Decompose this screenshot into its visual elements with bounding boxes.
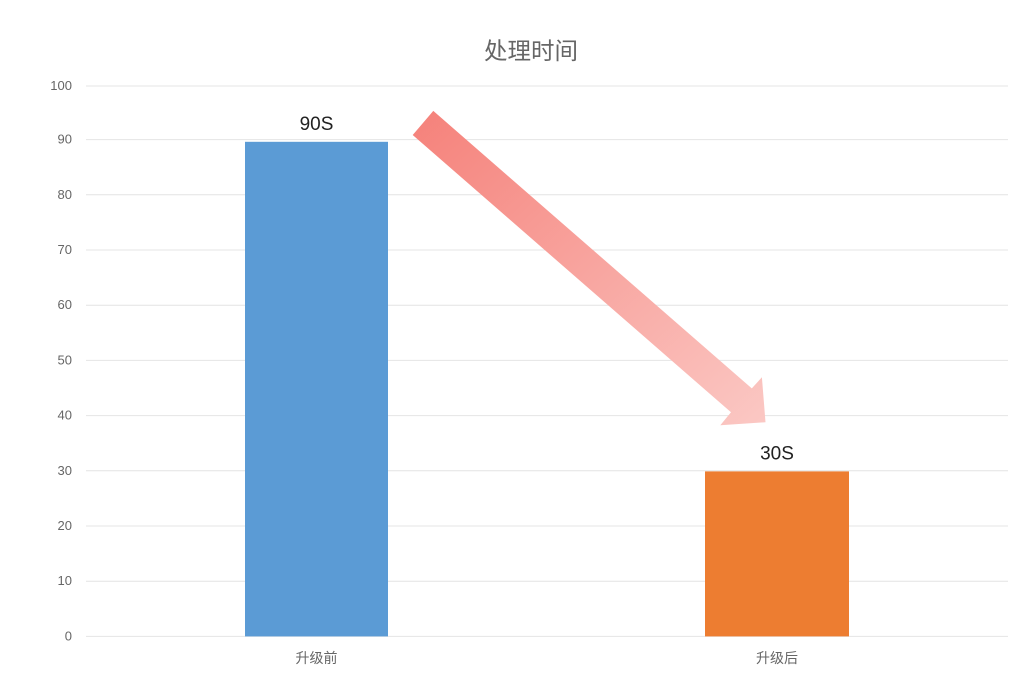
svg-text:处理时间: 处理时间 (484, 32, 578, 66)
svg-text:60: 60 (58, 297, 72, 312)
svg-text:90S: 90S (300, 114, 334, 135)
svg-text:70: 70 (58, 242, 72, 257)
svg-text:30S: 30S (760, 444, 794, 465)
svg-text:0: 0 (65, 628, 72, 643)
svg-text:100: 100 (50, 78, 72, 93)
svg-text:20: 20 (58, 518, 72, 533)
svg-text:50: 50 (58, 352, 72, 367)
svg-text:80: 80 (58, 187, 72, 202)
svg-text:升级前: 升级前 (296, 648, 338, 668)
svg-text:40: 40 (58, 408, 72, 423)
svg-text:升级后: 升级后 (756, 648, 798, 668)
svg-text:90: 90 (58, 132, 72, 147)
svg-text:30: 30 (58, 463, 72, 478)
svg-text:10: 10 (58, 573, 72, 588)
